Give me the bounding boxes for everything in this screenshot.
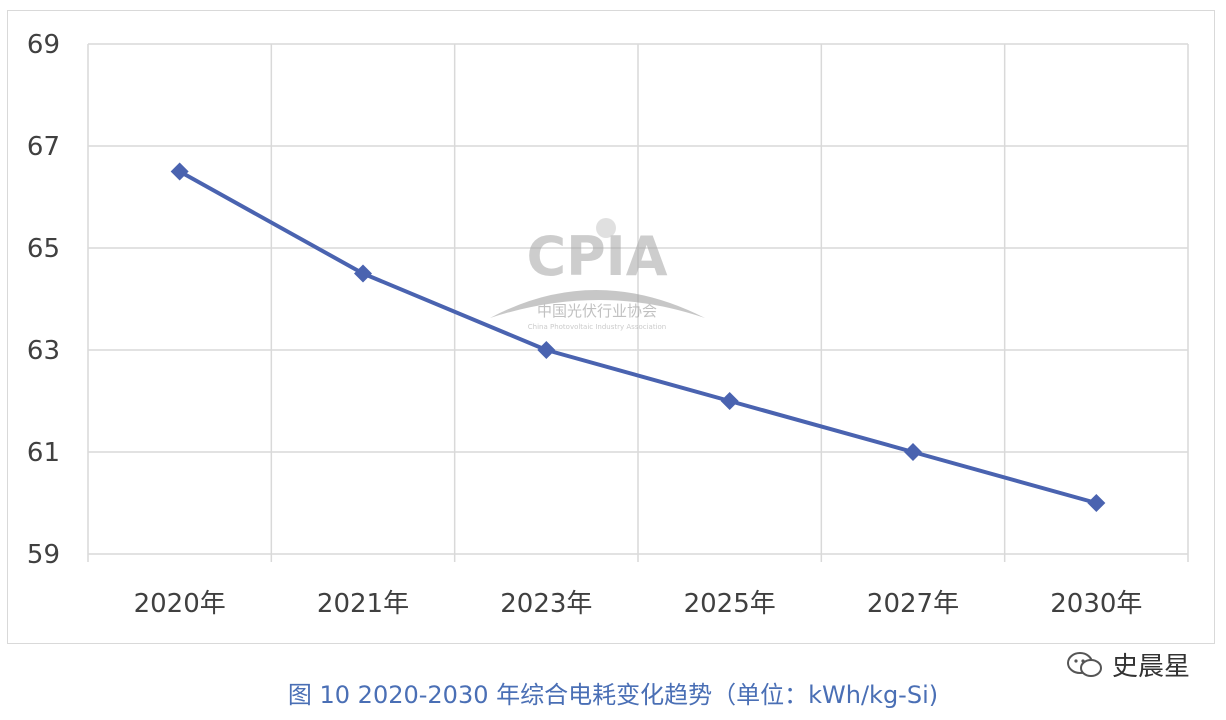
watermark-org-cn: 中国光伏行业协会 [537,302,657,320]
cpia-watermark: CPIA 中国光伏行业协会 China Photovoltaic Industr… [490,218,705,331]
data-point-marker [354,264,372,283]
data-point-marker [537,341,556,359]
y-axis: 59 61 63 65 67 69 [27,30,60,570]
watermark-logo: CPIA [526,225,667,288]
y-tick-label: 67 [27,132,60,162]
y-tick-label: 65 [27,234,60,264]
y-tick-label: 59 [27,540,60,570]
data-point-marker [720,392,739,410]
x-axis: 2020年 2021年 2023年 2025年 2027年 2030年 [134,589,1143,619]
account-name: 史晨星 [1111,652,1190,682]
account-watermark: 史晨星 [1066,646,1190,683]
x-tick-label: 2020年 [134,589,226,619]
x-tick-label: 2021年 [317,589,409,619]
watermark-sun-icon [596,218,616,238]
y-tick-label: 61 [27,438,60,468]
watermark-org-en: China Photovoltaic Industry Association [528,323,667,331]
x-tick-label: 2030年 [1050,589,1142,619]
series-line [178,169,1097,505]
grid-lines [87,43,1189,562]
series-layer [170,162,1106,512]
data-point-marker [904,443,922,461]
chart-frame [7,10,1215,644]
y-tick-label: 69 [27,30,60,60]
x-tick-label: 2027年 [867,589,959,619]
figure-caption: 图 10 2020-2030 年综合电耗变化趋势（单位：kWh/kg-Si) [287,681,939,709]
watermark-swoosh [490,290,705,318]
x-tick-label: 2025年 [684,589,776,619]
data-point-marker [170,162,189,181]
x-tick-label: 2023年 [500,589,592,619]
wechat-icon [1066,651,1102,677]
y-tick-label: 63 [27,336,60,366]
data-point-marker [1087,494,1106,512]
